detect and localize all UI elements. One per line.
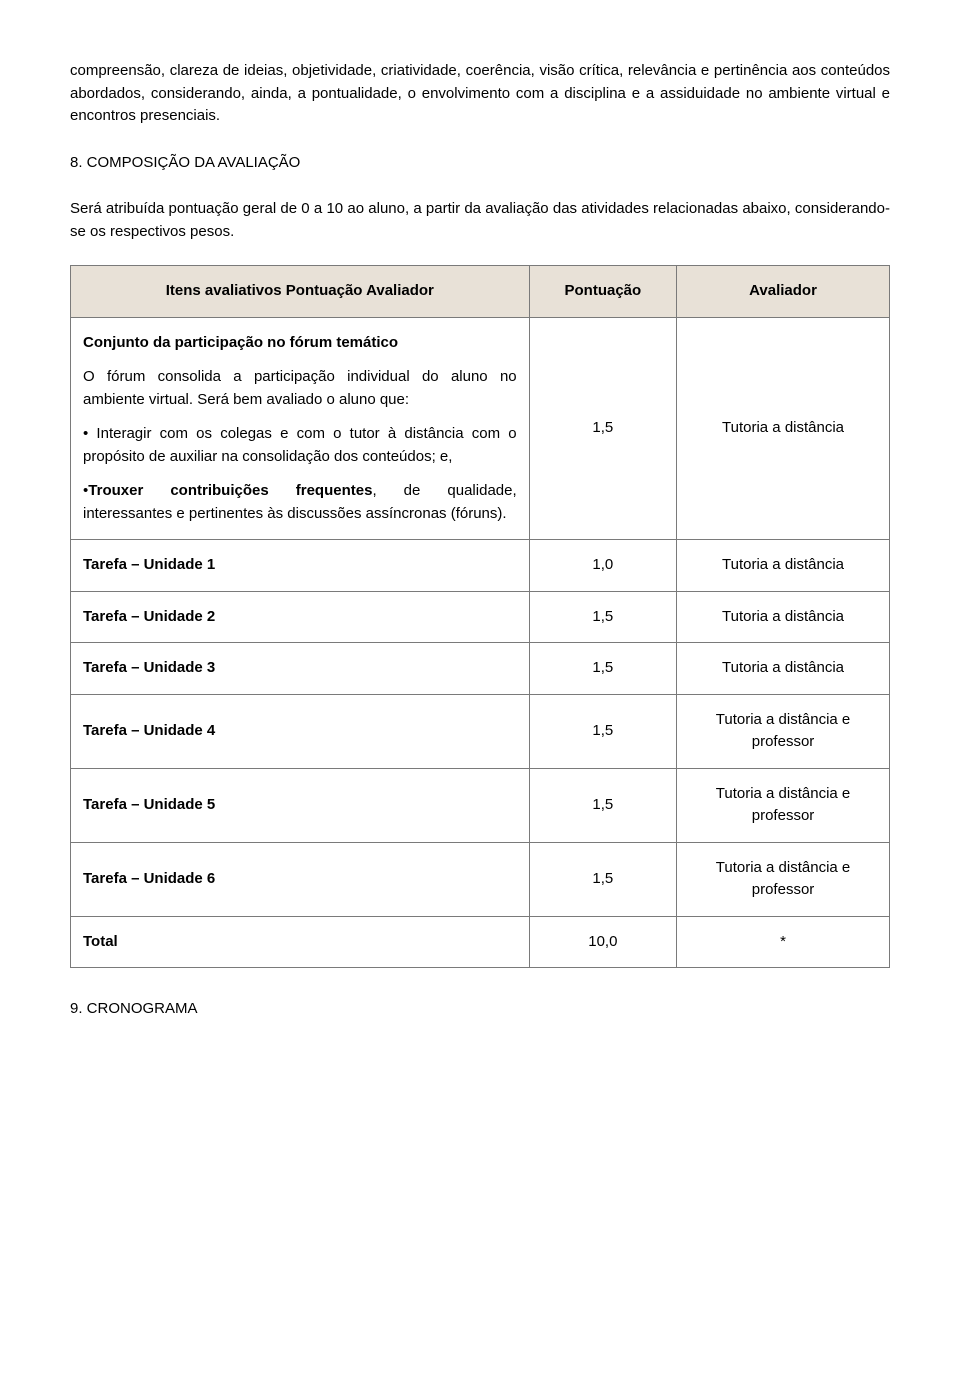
table-row: Conjunto da participação no fórum temáti…: [71, 317, 890, 540]
cell-score: 1,0: [529, 540, 676, 592]
section9-heading: 9. CRONOGRAMA: [70, 998, 890, 1021]
cell-score: 1,5: [529, 643, 676, 695]
table-row: Tarefa – Unidade 21,5Tutoria a distância: [71, 591, 890, 643]
cell-desc: Total: [71, 916, 530, 968]
table-row: Tarefa – Unidade 41,5Tutoria a distância…: [71, 694, 890, 768]
cell-score: 1,5: [529, 694, 676, 768]
cell-desc: Tarefa – Unidade 5: [71, 768, 530, 842]
cell-evaluator: Tutoria a distância e professor: [677, 768, 890, 842]
section8-heading: 8. COMPOSIÇÃO DA AVALIAÇÃO: [70, 152, 890, 175]
table-row: Tarefa – Unidade 61,5Tutoria a distância…: [71, 842, 890, 916]
cell-evaluator: Tutoria a distância: [677, 643, 890, 695]
table-row: Tarefa – Unidade 11,0Tutoria a distância: [71, 540, 890, 592]
cell-evaluator: Tutoria a distância e professor: [677, 842, 890, 916]
cell-desc: Tarefa – Unidade 3: [71, 643, 530, 695]
table-row: Total10,0*: [71, 916, 890, 968]
cell-desc: Tarefa – Unidade 4: [71, 694, 530, 768]
header-avaliador: Avaliador: [677, 266, 890, 318]
cell-evaluator: Tutoria a distância e professor: [677, 694, 890, 768]
header-itens: Itens avaliativos Pontuação Avaliador: [71, 266, 530, 318]
cell-desc: Tarefa – Unidade 6: [71, 842, 530, 916]
cell-score: 10,0: [529, 916, 676, 968]
section8-paragraph: Será atribuída pontuação geral de 0 a 10…: [70, 198, 890, 243]
cell-score: 1,5: [529, 591, 676, 643]
table-row: Tarefa – Unidade 31,5Tutoria a distância: [71, 643, 890, 695]
cell-evaluator: *: [677, 916, 890, 968]
cell-score: 1,5: [529, 768, 676, 842]
cell-evaluator: Tutoria a distância: [677, 540, 890, 592]
cell-score: 1,5: [529, 842, 676, 916]
intro-paragraph: compreensão, clareza de ideias, objetivi…: [70, 60, 890, 128]
cell-desc: Tarefa – Unidade 1: [71, 540, 530, 592]
table-row: Tarefa – Unidade 51,5Tutoria a distância…: [71, 768, 890, 842]
evaluation-table: Itens avaliativos Pontuação Avaliador Po…: [70, 265, 890, 968]
cell-score: 1,5: [529, 317, 676, 540]
cell-desc: Tarefa – Unidade 2: [71, 591, 530, 643]
header-pontuacao: Pontuação: [529, 266, 676, 318]
cell-evaluator: Tutoria a distância: [677, 317, 890, 540]
cell-desc: Conjunto da participação no fórum temáti…: [71, 317, 530, 540]
table-header-row: Itens avaliativos Pontuação Avaliador Po…: [71, 266, 890, 318]
cell-evaluator: Tutoria a distância: [677, 591, 890, 643]
